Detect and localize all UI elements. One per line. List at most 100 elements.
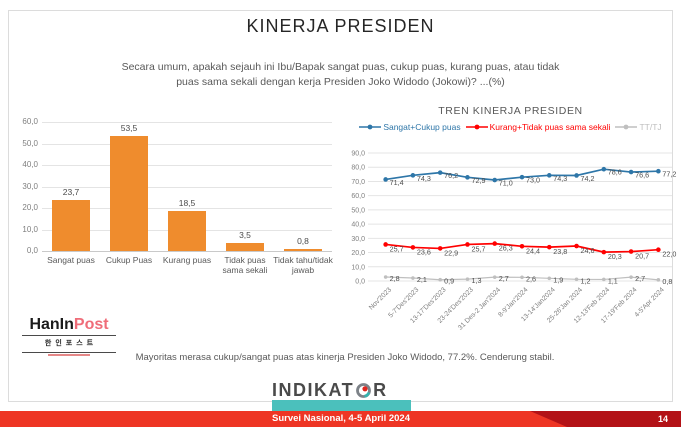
data-point-label: 74,3	[553, 174, 567, 183]
data-point-marker	[492, 241, 498, 246]
data-point-label: 72,9	[471, 176, 485, 185]
gridline	[42, 165, 332, 166]
data-point-label: 71,0	[499, 179, 513, 188]
data-point-label: 2,8	[390, 274, 400, 283]
data-point-label: 22,0	[662, 250, 676, 259]
data-point-marker	[492, 275, 497, 279]
data-point-marker	[628, 169, 634, 175]
data-point-label: 76,6	[635, 171, 649, 180]
x-axis-category-label: Kurang puas	[162, 255, 212, 265]
y-axis-tick: 10,0	[22, 224, 38, 234]
data-point-label: 1,9	[553, 275, 563, 284]
data-point-marker	[546, 244, 552, 250]
trend-chart-legend: Sangat+Cukup puas Kurang+Tidak puas sama …	[340, 122, 681, 132]
legend-item: Sangat+Cukup puas	[359, 122, 461, 132]
data-point-marker	[383, 275, 388, 279]
data-point-label: 0,9	[444, 277, 454, 286]
haninpost-logo-text-black: HanIn	[29, 316, 74, 333]
trend-chart-title: TREN KINERJA PRESIDEN	[438, 105, 583, 117]
data-point-marker	[574, 277, 579, 282]
gridline	[42, 143, 332, 145]
data-point-label: 25,7	[471, 244, 485, 253]
y-axis-tick: 70,0	[351, 179, 365, 186]
data-point-label: 2,7	[499, 274, 509, 283]
haninpost-logo-rule-bottom	[22, 352, 116, 353]
satisfaction-bar-chart: 0,0 10,0 20,0 30,0 40,0 50,0 60,0 23,7 Sangat pu…	[12, 113, 340, 313]
haninpost-logo: HanInPost 한인포스트	[20, 317, 118, 356]
data-point-marker	[519, 174, 525, 180]
data-point-marker	[438, 277, 442, 282]
haninpost-logo-fineprint	[48, 354, 90, 356]
data-point-marker	[410, 245, 416, 250]
data-point-label: 73,0	[526, 176, 540, 185]
data-point-label: 1,3	[471, 276, 481, 285]
survey-question-line1: Secara umum, apakah sejauh ini Ibu/Bapak…	[121, 61, 560, 73]
x-axis-tick: Nov'2023	[368, 286, 393, 311]
data-point-label: 25,7	[390, 244, 404, 253]
x-axis-category-label: Tidak puas sama sekali	[222, 255, 268, 275]
data-point-label: 23,8	[553, 247, 567, 256]
trend-chart-plot: 0,0 10,0 20,0 30,0 40,0 50,0 60,0 70,0 80,0 90,0 N…	[351, 151, 676, 332]
bar-value-label: 0,8	[297, 236, 309, 246]
haninpost-logo-text: HanInPost	[20, 317, 118, 333]
data-point-label: 2,7	[635, 274, 645, 283]
y-axis-tick: 30,0	[22, 181, 38, 191]
bar	[52, 200, 90, 251]
bar	[284, 249, 322, 251]
indikator-logo-text-left: INDIKAT	[272, 380, 355, 400]
survey-question: Secara umum, apakah sejauh ini Ibu/Bapak…	[0, 60, 681, 89]
data-point-label: 78,6	[608, 168, 622, 177]
data-point-label: 2,1	[417, 275, 427, 284]
bar	[226, 243, 264, 251]
data-point-label: 77,2	[662, 170, 676, 179]
bar-value-label: 18,5	[178, 198, 196, 209]
gridline	[42, 122, 332, 123]
legend-swatch-icon	[359, 124, 382, 130]
indikator-logo: INDIKAT R	[272, 380, 388, 401]
bar-value-label: 53,5	[120, 122, 138, 133]
y-axis-tick: 40,0	[351, 222, 365, 229]
indikator-logo-text-right: R	[373, 380, 388, 400]
data-point-marker	[465, 242, 470, 247]
y-axis-tick: 50,0	[351, 207, 365, 214]
y-axis-tick: 0,0	[26, 246, 38, 255]
bar	[168, 211, 206, 251]
data-point-label: 1,1	[608, 276, 618, 285]
y-axis-tick: 50,0	[22, 138, 38, 148]
data-point-marker	[601, 249, 607, 255]
y-axis-tick: 10,0	[351, 264, 365, 271]
y-axis-tick: 60,0	[22, 117, 38, 126]
data-point-marker	[410, 173, 416, 178]
x-axis-category-label: Cukup Puas	[105, 255, 153, 265]
x-axis-category-label: Sangat puas	[47, 255, 95, 265]
data-point-marker	[411, 276, 415, 280]
data-point-marker	[656, 247, 661, 253]
legend-label: TT/TJ	[639, 122, 662, 132]
data-point-label: 76,2	[444, 171, 458, 180]
legend-item: TT/TJ	[615, 122, 662, 132]
y-axis-tick: 20,0	[351, 250, 365, 257]
legend-item: Kurang+Tidak puas sama sekali	[465, 122, 610, 132]
x-axis-category-label: Tidak tahu/tidak jawab	[273, 255, 333, 275]
data-point-marker	[383, 177, 388, 182]
data-point-marker	[492, 177, 498, 183]
bar-value-label: 23,7	[62, 187, 80, 198]
data-point-marker	[628, 249, 634, 254]
data-point-label: 74,2	[581, 174, 595, 183]
bar-value-label: 3,5	[239, 230, 251, 241]
y-axis-tick: 30,0	[351, 236, 365, 243]
data-point-marker	[437, 246, 443, 251]
haninpost-logo-korean: 한인포스트	[44, 340, 98, 347]
data-point-marker	[465, 175, 470, 180]
y-axis-tick: 20,0	[22, 203, 38, 212]
haninpost-logo-text-pink: Post	[73, 316, 109, 333]
footer-survey-label: Survei Nasional, 4-5 April 2024	[272, 413, 410, 424]
y-axis-tick: 80,0	[351, 165, 365, 172]
data-point-marker	[574, 243, 579, 249]
gridline	[42, 251, 332, 252]
data-point-label: 24,6	[581, 246, 595, 255]
data-point-label: 74,3	[417, 174, 431, 183]
conclusion-text: Mayoritas merasa cukup/sangat puas atas …	[135, 352, 555, 363]
survey-question-line2: puas sama sekali dengan kerja Presiden J…	[176, 75, 505, 88]
